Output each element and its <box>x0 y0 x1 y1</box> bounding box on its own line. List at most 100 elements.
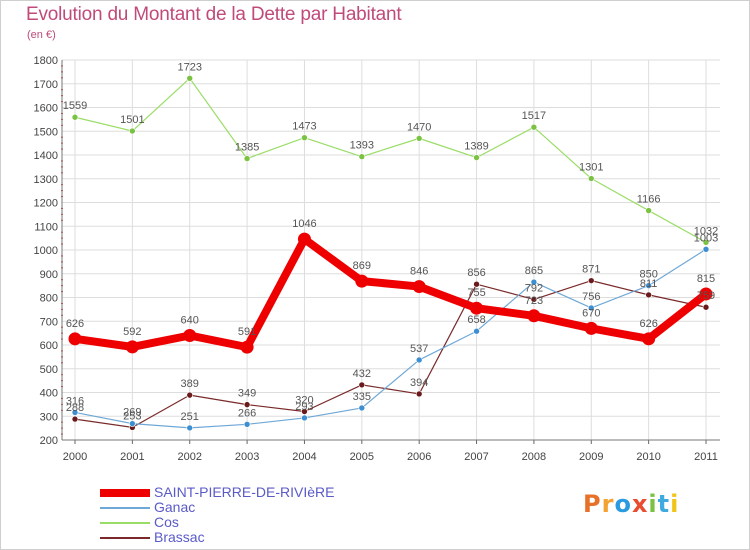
data-point-saint-pierre-de-rivi-re <box>699 287 713 301</box>
y-tick-label: 600 <box>40 340 58 352</box>
data-label-brassac: 871 <box>582 264 600 276</box>
data-label-brassac: 389 <box>181 378 199 390</box>
y-tick-label: 1300 <box>34 174 58 186</box>
y-tick-label: 1700 <box>34 79 58 91</box>
data-point-saint-pierre-de-rivi-re <box>125 340 139 354</box>
y-tick-label: 1400 <box>34 150 58 162</box>
data-label-saint-pierre-de-rivi-re: 1046 <box>292 218 316 230</box>
data-point-saint-pierre-de-rivi-re <box>527 309 541 323</box>
logo-letter: i <box>670 490 680 518</box>
x-tick-label: 2007 <box>464 451 488 463</box>
x-tick-label: 2000 <box>63 451 87 463</box>
x-tick-label: 2005 <box>350 451 374 463</box>
data-label-brassac: 811 <box>640 278 658 290</box>
data-point-brassac <box>473 280 480 288</box>
data-point-ganac <box>587 304 595 312</box>
x-tick-label: 2011 <box>694 451 718 463</box>
legend-swatch <box>100 507 150 509</box>
data-point-cos <box>587 175 595 182</box>
data-label-ganac: 865 <box>525 265 543 277</box>
data-point-brassac <box>702 303 710 311</box>
data-point-saint-pierre-de-rivi-re <box>412 280 426 294</box>
data-label-cos: 1723 <box>177 61 201 73</box>
y-tick-label: 1200 <box>34 198 58 210</box>
data-point-saint-pierre-de-rivi-re <box>297 232 311 246</box>
data-point-cos <box>129 127 136 135</box>
data-label-cos: 1470 <box>407 121 431 133</box>
data-point-cos <box>71 113 79 121</box>
data-point-brassac <box>301 408 308 415</box>
y-tick-label: 500 <box>40 364 58 376</box>
data-label-ganac: 1003 <box>694 232 718 244</box>
data-label-cos: 1501 <box>120 114 144 126</box>
data-point-brassac <box>415 390 423 398</box>
data-point-ganac <box>301 414 308 422</box>
data-point-cos <box>645 207 652 214</box>
data-point-saint-pierre-de-rivi-re <box>68 332 82 346</box>
data-label-cos: 1473 <box>292 121 316 133</box>
logo-letter: r <box>601 490 615 518</box>
axes: 200 300 400 500 600 700 800 900 1000 1100 1200 1300… <box>34 55 720 463</box>
data-point-ganac <box>702 245 710 253</box>
data-labels: 288 253 389 349 320 432 394 856 792 871 811 759 316 2… <box>63 61 718 423</box>
data-label-ganac: 316 <box>66 395 84 407</box>
x-tick-label: 2006 <box>407 451 431 463</box>
data-point-cos <box>530 123 538 131</box>
y-tick-label: 900 <box>40 269 58 281</box>
data-label-saint-pierre-de-rivi-re: 755 <box>467 287 485 299</box>
data-point-cos <box>358 153 366 160</box>
data-label-ganac: 537 <box>410 343 428 355</box>
data-label-brassac: 288 <box>66 402 84 414</box>
data-point-brassac <box>645 291 652 299</box>
data-label-saint-pierre-de-rivi-re: 592 <box>123 326 141 338</box>
data-label-saint-pierre-de-rivi-re: 670 <box>582 307 600 319</box>
data-label-brassac: 394 <box>410 377 428 389</box>
data-point-ganac <box>473 327 480 335</box>
data-point-cos <box>243 155 251 162</box>
x-tick-label: 2008 <box>522 451 546 463</box>
data-label-cos: 1166 <box>637 194 661 206</box>
data-point-ganac <box>71 409 79 416</box>
data-label-ganac: 266 <box>238 407 256 419</box>
data-point-ganac <box>645 282 652 289</box>
data-label-saint-pierre-de-rivi-re: 640 <box>181 315 199 327</box>
data-point-cos <box>415 135 423 142</box>
chart-title: Evolution du Montant de la Dette par Hab… <box>26 4 402 25</box>
data-point-ganac <box>129 420 136 427</box>
data-label-saint-pierre-de-rivi-re: 815 <box>697 273 715 285</box>
legend-swatch <box>100 522 150 524</box>
data-point-ganac <box>186 424 194 432</box>
y-tick-label: 1800 <box>34 55 58 67</box>
data-label-saint-pierre-de-rivi-re: 723 <box>525 295 543 307</box>
logo-letter: i <box>648 490 658 518</box>
y-tick-label: 700 <box>40 316 58 328</box>
y-tick-label: 1100 <box>34 221 58 233</box>
data-label-cos: 1517 <box>522 110 546 122</box>
y-tick-label: 1600 <box>34 103 58 115</box>
data-point-cos <box>301 134 308 141</box>
x-tick-label: 2004 <box>292 451 316 463</box>
data-label-brassac: 432 <box>353 368 371 380</box>
data-point-saint-pierre-de-rivi-re <box>642 332 656 346</box>
data-label-brassac: 792 <box>525 282 543 294</box>
legend-label: Ganac <box>154 499 196 515</box>
logo-letter: t <box>657 490 671 518</box>
data-label-brassac: 320 <box>295 395 313 407</box>
data-label-ganac: 335 <box>353 391 371 403</box>
data-point-brassac <box>186 391 194 399</box>
data-point-saint-pierre-de-rivi-re <box>584 321 598 335</box>
series-line-ganac <box>74 248 707 429</box>
data-label-cos: 1389 <box>464 141 488 153</box>
data-label-cos: 1393 <box>350 140 374 152</box>
data-label-saint-pierre-de-rivi-re: 591 <box>238 326 256 338</box>
data-point-cos <box>473 154 480 161</box>
x-tick-label: 2002 <box>177 451 201 463</box>
y-tick-label: 300 <box>40 411 58 423</box>
legend-label: Cos <box>154 514 179 530</box>
series-line-brassac <box>74 280 707 429</box>
data-point-brassac <box>243 401 251 408</box>
data-label-ganac: 251 <box>181 411 199 423</box>
data-label-ganac: 658 <box>467 314 485 326</box>
data-label-cos: 1559 <box>63 100 87 112</box>
